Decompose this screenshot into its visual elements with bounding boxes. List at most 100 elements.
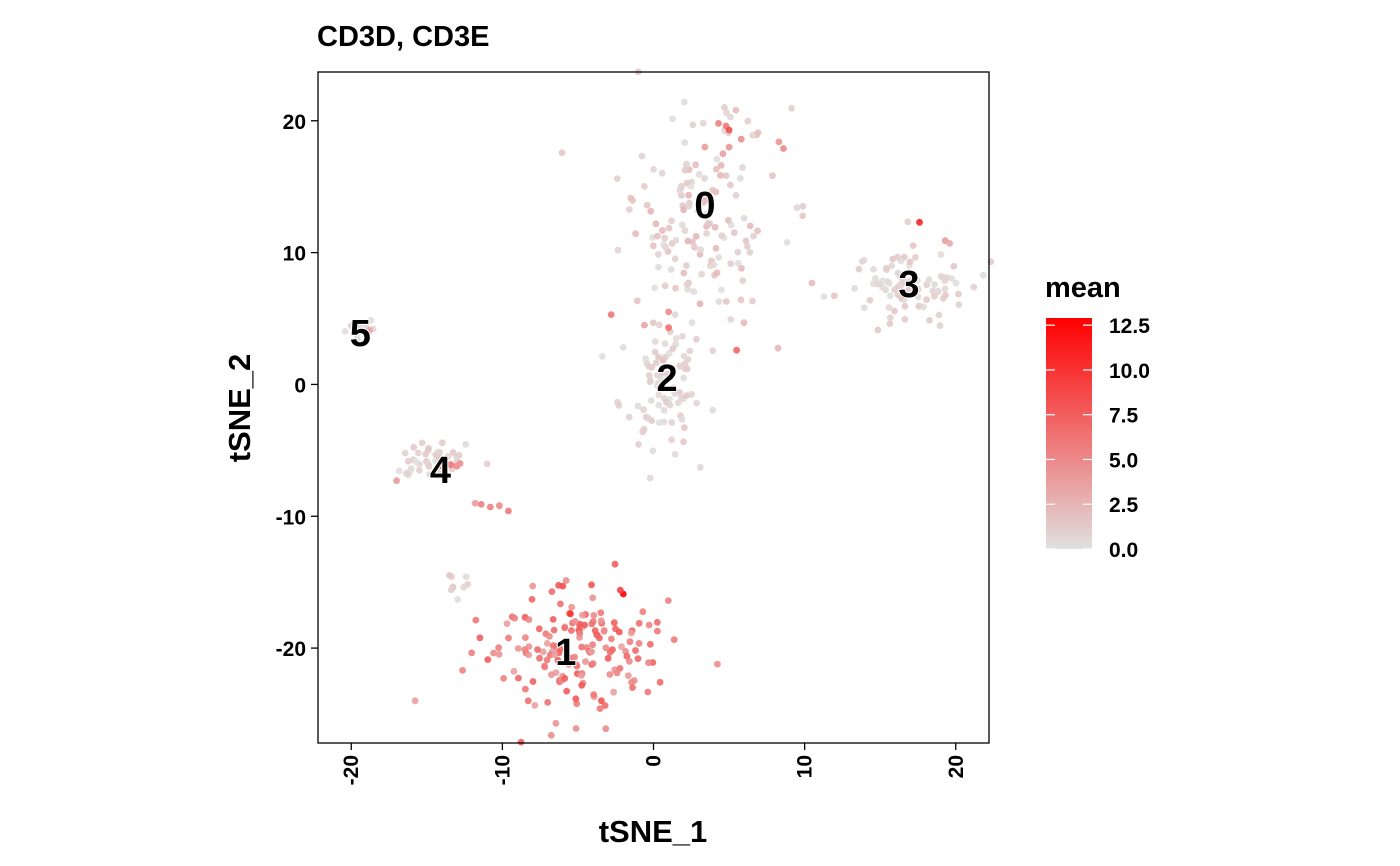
cell-point [935, 311, 943, 319]
cell-point [645, 621, 653, 629]
cell-point [589, 641, 596, 649]
cell-point [671, 390, 679, 398]
cell-point [412, 458, 420, 465]
cell-point [668, 436, 675, 444]
cell-point [642, 355, 650, 363]
cell-point [680, 374, 688, 382]
cell-point [923, 296, 930, 303]
cell-point [740, 214, 748, 222]
cell-point [906, 258, 914, 266]
points-layer [341, 68, 995, 746]
cell-point [630, 677, 638, 684]
cell-point [671, 450, 679, 458]
x-tick-label: 20 [945, 755, 968, 778]
cell-point [414, 449, 422, 457]
cell-point [717, 162, 725, 169]
cell-point [496, 502, 503, 510]
cell-point [521, 646, 529, 653]
cell-point [645, 362, 653, 370]
cell-point [515, 674, 522, 682]
cell-point [734, 248, 742, 256]
cell-point [524, 697, 532, 705]
cell-point [401, 449, 409, 457]
cell-point [471, 499, 479, 507]
cell-point [788, 104, 795, 112]
cell-point [645, 372, 653, 379]
cell-point [727, 113, 734, 121]
cell-point [646, 640, 654, 648]
cell-point [783, 239, 791, 246]
cell-point [678, 394, 685, 402]
cell-point [925, 276, 933, 284]
cell-point [483, 460, 491, 468]
cell-point [602, 644, 610, 652]
cell-point [613, 175, 621, 183]
color-legend: mean 0.0 2.5 5.0 7.5 10.0 12.5 [1045, 272, 1150, 562]
cell-point [656, 678, 664, 686]
cell-point [920, 303, 927, 311]
cell-point [367, 317, 375, 324]
cell-point [495, 644, 502, 652]
y-axis-title: tSNE_2 [222, 354, 257, 463]
cell-point [820, 293, 828, 300]
cell-point [511, 614, 519, 622]
cell-point [438, 439, 446, 447]
cell-point [610, 688, 617, 696]
cell-point [572, 695, 580, 703]
cell-point [855, 265, 863, 273]
cell-point [923, 281, 931, 289]
cell-point [655, 263, 662, 271]
cell-point [641, 321, 648, 329]
cell-point [904, 218, 912, 226]
cell-point [640, 406, 647, 414]
cell-point [931, 292, 938, 300]
cell-point [740, 319, 748, 327]
cell-point [659, 227, 666, 234]
cell-point [743, 242, 751, 250]
cell-point [632, 230, 639, 238]
cell-point [671, 311, 679, 319]
cell-point [651, 284, 658, 292]
cell-point [680, 352, 688, 360]
cell-point [733, 346, 740, 354]
cell-point [780, 145, 787, 152]
cell-point [534, 646, 541, 653]
cell-point [529, 678, 537, 685]
cell-point [616, 586, 624, 594]
cell-point [688, 319, 696, 326]
cell-point [858, 258, 866, 265]
cell-point [565, 660, 572, 668]
cell-point [495, 651, 503, 658]
cell-point [732, 192, 740, 199]
cell-point [638, 152, 646, 160]
cell-point [754, 227, 761, 235]
cell-point [725, 217, 732, 224]
x-tick-label: -10 [491, 755, 514, 785]
cell-point [799, 212, 807, 220]
cell-point [635, 441, 642, 448]
cell-point [698, 270, 705, 278]
cell-point [614, 246, 622, 254]
cell-point [687, 183, 695, 190]
cell-point [872, 275, 879, 282]
cell-point [590, 612, 598, 619]
cell-point [460, 583, 467, 591]
cell-point [669, 115, 676, 123]
cell-point [711, 223, 719, 231]
cell-point [718, 232, 726, 240]
cell-point [597, 617, 605, 625]
cell-point [551, 651, 558, 659]
cell-point [680, 98, 688, 106]
cell-point [654, 379, 662, 387]
cell-point [536, 654, 543, 662]
cell-point [742, 237, 750, 245]
cell-point [703, 230, 710, 237]
cell-point [692, 232, 700, 240]
cell-point [709, 347, 717, 355]
cell-point [607, 311, 615, 318]
cell-point [576, 630, 584, 637]
cell-point [632, 647, 639, 654]
y-tick-label: 0 [294, 374, 306, 397]
cell-point [738, 264, 745, 272]
cell-point [410, 443, 418, 451]
